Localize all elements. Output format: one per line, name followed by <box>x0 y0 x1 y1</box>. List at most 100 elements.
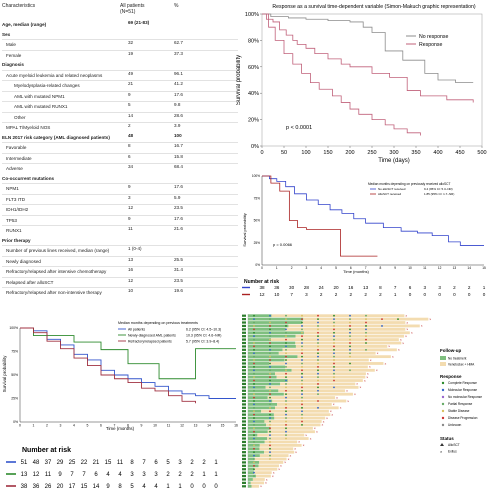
risk-value: 2 <box>190 460 194 466</box>
risk-value: 1 <box>166 484 170 490</box>
row-label: Refractory/relapsed after intensive chem… <box>6 269 107 274</box>
x-tick-label: 2 <box>291 266 293 270</box>
response-dot <box>269 383 271 385</box>
response-dot <box>285 434 287 437</box>
exitus-marker: × <box>298 440 300 444</box>
response-dot <box>317 325 319 327</box>
row-count: 19 <box>128 50 134 56</box>
legend: Median months depending on previous trea… <box>118 321 221 344</box>
response-dot <box>333 352 335 355</box>
response-dot <box>253 372 255 375</box>
risk-value: 2 <box>468 285 471 290</box>
newly-diagnosed-curve <box>20 327 236 380</box>
swimmer-bar-ven-hma <box>257 433 305 437</box>
legend-no-allosct: No alloSCT received <box>378 187 406 191</box>
swimmer-bar-ven-hma <box>297 355 391 359</box>
swimmer-bar-no-treatment <box>248 399 273 403</box>
exitus-marker: × <box>366 375 368 379</box>
row-label-block <box>242 314 246 317</box>
table-row: Acute myeloid leukemia and related neopl… <box>2 69 238 81</box>
x-tick-label: 7 <box>114 424 116 428</box>
risk-value: 26 <box>45 484 52 490</box>
risk-value: 2 <box>202 460 206 466</box>
exitus-marker: × <box>288 457 290 461</box>
response-dot <box>285 318 287 321</box>
response-dot <box>365 321 367 324</box>
response-dot <box>285 410 287 413</box>
swimmer-bar-ven-hma <box>285 327 406 331</box>
y-tick-label: 60% <box>248 65 259 71</box>
response-dot <box>285 437 287 440</box>
response-dot <box>317 352 319 355</box>
row-label-block <box>242 379 246 382</box>
response-dot <box>333 372 335 375</box>
swimmer-bar-ven-hma <box>288 324 420 328</box>
response-dot <box>317 362 319 365</box>
response-dot <box>269 338 271 341</box>
response-dot <box>269 335 271 338</box>
row-label-block <box>242 423 246 426</box>
swimmer-bars: ××××××××××××××××××××××××××××××××××××××××… <box>242 314 431 489</box>
chart-title: Response as a survival time-dependent va… <box>272 4 476 10</box>
response-dot <box>333 365 335 368</box>
row-label-block <box>242 454 246 457</box>
x-axis-label: Time (months) <box>343 269 369 274</box>
swimmer-bar-no-treatment <box>248 406 276 410</box>
response-dot <box>269 372 271 375</box>
response-curve-lower <box>262 13 474 103</box>
risk-value: 0 <box>453 292 456 297</box>
swimmer-bar-no-treatment <box>248 348 283 352</box>
response-dot <box>349 338 351 341</box>
legend: No response Response <box>406 34 449 48</box>
response-dot <box>253 328 255 331</box>
response-dot <box>253 355 255 358</box>
risk-value: 6 <box>409 285 412 290</box>
allosct-triangle-icon <box>440 443 444 446</box>
number-at-risk-title: Number at risk <box>22 447 71 454</box>
number-at-risk-table: 51 48 37 29 25 22 21 15 11 8 7 6 5 3 2 2 113 12 11 9 7 7 6 4 4 3 3… <box>6 460 218 490</box>
exitus-marker: × <box>405 314 407 318</box>
x-tick-label: 450 <box>455 150 464 156</box>
response-dot <box>317 376 319 379</box>
exitus-marker: × <box>272 474 274 478</box>
response-dot <box>333 335 335 338</box>
response-dot <box>301 365 303 368</box>
risk-value: 9 <box>58 472 62 478</box>
x-tick-label: 12 <box>180 424 184 428</box>
risk-value: 4 <box>142 484 146 490</box>
x-tick-label: 16 <box>234 424 238 428</box>
table-row: Other 14 28.6 <box>2 111 238 123</box>
response-dot <box>285 406 287 409</box>
response-dot <box>365 318 367 321</box>
no-response-curve <box>262 13 474 84</box>
response-dot <box>317 372 319 375</box>
row-label-block <box>242 444 246 447</box>
risk-value: 3 <box>305 292 308 297</box>
response-dot <box>269 430 271 433</box>
response-dot <box>301 325 303 327</box>
y-tick-label: 50% <box>254 219 261 223</box>
response-dot <box>269 379 271 382</box>
risk-value: 2 <box>364 292 367 297</box>
table-row: Co-occurrent mutations <box>2 174 238 184</box>
row-pct: 31.4 <box>174 267 183 272</box>
table-row: Diagnosis <box>2 60 238 70</box>
risk-value: 3 <box>438 285 441 290</box>
y-tick-label: 25% <box>254 241 261 245</box>
exitus-marker: × <box>340 406 342 410</box>
response-dot <box>333 369 335 372</box>
row-label-block <box>242 372 246 375</box>
risk-value: 3 <box>424 285 427 290</box>
response-dot <box>269 321 271 324</box>
row-label-block <box>242 430 246 433</box>
exitus-marker: × <box>360 386 362 390</box>
row-pct: 23.5 <box>174 205 183 210</box>
swimmer-bar-no-treatment <box>248 433 258 437</box>
row-count: 14 <box>128 112 134 118</box>
response-dot <box>333 331 335 334</box>
response-dot <box>365 325 367 327</box>
row-count: 21 <box>128 81 134 86</box>
swimmer-bar-no-treatment <box>248 481 251 485</box>
exitus-marker: × <box>406 328 408 332</box>
row-count: 9 <box>128 184 131 189</box>
